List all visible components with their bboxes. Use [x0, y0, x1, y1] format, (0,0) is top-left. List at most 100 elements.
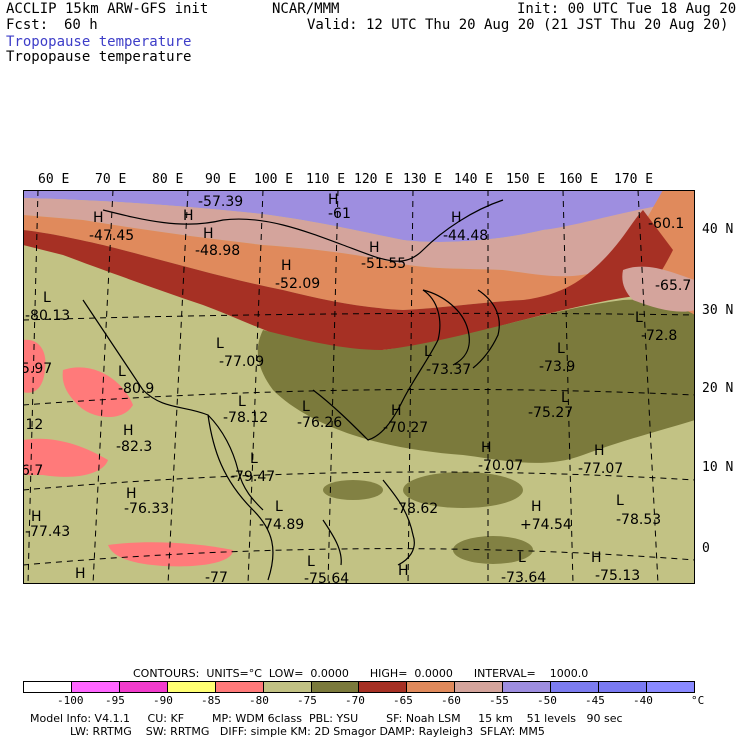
contour-label: -74.89	[259, 517, 304, 533]
legend-tick-label: -70	[345, 694, 365, 707]
contour-label: -75.27	[528, 405, 573, 421]
low-marker: L	[561, 390, 569, 406]
forecast-value: 60 h	[64, 17, 98, 33]
contour-label: -78.12	[223, 410, 268, 426]
contour-label: -78.62	[393, 501, 438, 517]
low-marker: L	[302, 399, 310, 415]
contours-info: CONTOURS: UNITS=°C LOW= 0.0000 HIGH= 0.0…	[133, 667, 589, 680]
contour-label: -65.7	[655, 278, 691, 294]
contour-label: -75.64	[304, 571, 349, 584]
low-marker: L	[238, 394, 246, 410]
tropopause-temperature-map: -57.39 -61 -47.45 -48.98 -44.48 -60.1 -5…	[23, 190, 695, 584]
forecast-label: Fcst:	[6, 17, 49, 33]
olive-patch	[453, 536, 533, 564]
legend-tick-label: -60	[441, 694, 461, 707]
contour-label: -82.3	[116, 439, 152, 455]
legend-swatch	[599, 682, 647, 692]
contour-label: -61	[328, 206, 351, 222]
high-marker: H	[398, 563, 409, 579]
contour-label: -72.8	[641, 328, 677, 344]
contour-label: -76.33	[124, 501, 169, 517]
contour-label: -80.9	[118, 381, 154, 397]
legend-swatch	[215, 682, 264, 692]
contour-label: -51.55	[361, 256, 406, 272]
high-marker: H	[328, 192, 339, 208]
low-marker: L	[616, 493, 624, 509]
low-marker: L	[250, 451, 258, 467]
high-marker: H	[594, 443, 605, 459]
contour-label: -48.98	[195, 243, 240, 259]
legend-tick-label: -85	[201, 694, 221, 707]
high-marker: H	[281, 258, 292, 274]
field-title-2: Tropopause temperature	[6, 49, 192, 65]
legend-swatch	[646, 682, 694, 692]
lat-label: 10 N	[702, 460, 734, 475]
lon-label: 140 E	[454, 172, 494, 187]
legend-tick-label: -65	[393, 694, 413, 707]
cold-patch	[23, 339, 46, 393]
legend-tick-label: -80	[249, 694, 269, 707]
cold-patch	[62, 367, 133, 418]
high-marker: H	[591, 550, 602, 566]
high-marker: H	[391, 403, 402, 419]
contour-label: 6.7	[23, 463, 43, 479]
lat-label: 20 N	[702, 381, 734, 396]
map-frame	[23, 190, 695, 584]
lat-label: 30 N	[702, 303, 734, 318]
lon-label: 100 E	[254, 172, 294, 187]
legend-swatch	[407, 682, 456, 692]
lon-label: 150 E	[506, 172, 546, 187]
high-marker: H	[531, 499, 542, 515]
high-marker: H	[126, 486, 137, 502]
legend-swatch	[455, 682, 504, 692]
legend-tick-label: -55	[489, 694, 509, 707]
cold-patch	[23, 438, 108, 477]
contour-label: -47.45	[89, 228, 134, 244]
legend-swatch	[71, 682, 120, 692]
contour-label: -52.09	[275, 276, 320, 292]
legend-swatch	[119, 682, 168, 692]
band-olive	[257, 299, 695, 463]
contour-label: -77.09	[219, 354, 264, 370]
legend-tick-label: -40	[633, 694, 653, 707]
olive-patch	[403, 472, 523, 508]
high-marker: H	[75, 566, 86, 582]
high-marker: H	[481, 440, 492, 456]
init-time: Init: 00 UTC Tue 18 Aug 20	[517, 1, 737, 17]
contour-label: .12	[23, 417, 43, 433]
contour-label: -44.48	[443, 228, 488, 244]
model-info-line-1: Model Info: V4.1.1 CU: KF MP: WDM 6class…	[30, 712, 623, 725]
lon-label: 170 E	[614, 172, 654, 187]
model-info-line-2: LW: RRTMG SW: RRTMG DIFF: simple KM: 2D …	[70, 725, 545, 738]
low-marker: L	[43, 290, 51, 306]
legend-tick-label: -100	[57, 694, 84, 707]
contour-label: -77.43	[25, 524, 70, 540]
lon-label: 110 E	[306, 172, 346, 187]
field-title-1: Tropopause temperature	[6, 34, 192, 50]
contour-label: 5.97	[23, 361, 52, 377]
warm-patch	[622, 266, 695, 312]
low-marker: L	[118, 364, 126, 380]
lon-label: 90 E	[205, 172, 237, 187]
contour-label: -73.37	[426, 362, 471, 378]
legend-tick-label: -45	[585, 694, 605, 707]
contour-label: -73.64	[501, 570, 546, 584]
contour-label: -75.13	[595, 568, 640, 584]
lon-label: 70 E	[95, 172, 127, 187]
band-purple	[23, 190, 695, 245]
lon-label: 160 E	[559, 172, 599, 187]
high-marker: H	[123, 423, 134, 439]
band-red	[23, 210, 673, 353]
high-marker: H	[183, 208, 194, 224]
contour-label: -73.9	[539, 359, 575, 375]
low-marker: L	[307, 554, 315, 570]
low-marker: L	[424, 344, 432, 360]
color-legend	[23, 681, 695, 693]
legend-swatch	[311, 682, 360, 692]
low-marker: L	[557, 341, 565, 357]
band-orange	[23, 190, 695, 320]
legend-tick-label: -95	[105, 694, 125, 707]
lon-label: 60 E	[38, 172, 70, 187]
contour-label: -76.26	[297, 415, 342, 431]
model-title: ACCLIP 15km ARW-GFS init	[6, 1, 209, 17]
